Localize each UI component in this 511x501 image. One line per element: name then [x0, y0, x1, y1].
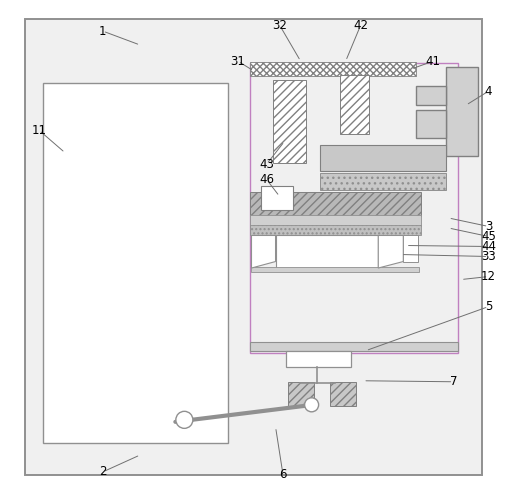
Circle shape — [305, 398, 319, 412]
Text: 46: 46 — [259, 173, 274, 186]
Text: 11: 11 — [32, 124, 47, 137]
Text: 44: 44 — [481, 240, 496, 253]
Bar — [250, 192, 421, 216]
Bar — [251, 235, 267, 262]
Text: 12: 12 — [481, 270, 496, 283]
Bar — [340, 75, 369, 134]
Text: 33: 33 — [481, 250, 496, 263]
Bar — [319, 173, 446, 190]
Bar — [319, 145, 446, 171]
Bar — [250, 63, 458, 353]
Text: 42: 42 — [353, 19, 368, 32]
Bar — [250, 225, 421, 235]
Text: 3: 3 — [485, 220, 492, 233]
Bar — [251, 267, 420, 272]
Text: 32: 32 — [272, 19, 287, 32]
Text: 5: 5 — [485, 300, 492, 313]
Bar — [250, 215, 421, 226]
Text: 1: 1 — [99, 25, 106, 38]
Bar — [286, 351, 351, 367]
Bar — [403, 235, 419, 262]
Text: 31: 31 — [230, 55, 245, 68]
Circle shape — [176, 411, 193, 428]
Bar — [261, 186, 293, 210]
Text: 2: 2 — [99, 465, 106, 478]
Bar — [42, 83, 228, 443]
Bar — [250, 62, 416, 76]
Bar — [250, 342, 458, 351]
Text: 45: 45 — [481, 230, 496, 243]
Polygon shape — [378, 235, 403, 268]
Bar — [416, 86, 446, 105]
Text: 6: 6 — [280, 468, 287, 481]
Text: 7: 7 — [450, 375, 457, 388]
Text: 4: 4 — [485, 85, 492, 98]
Text: 41: 41 — [426, 55, 441, 68]
Text: 43: 43 — [259, 158, 274, 171]
Bar — [275, 235, 378, 268]
Bar — [446, 67, 478, 156]
Bar — [273, 80, 306, 163]
Bar — [416, 110, 446, 138]
Bar — [330, 382, 356, 406]
Bar — [288, 382, 314, 406]
Polygon shape — [251, 235, 275, 268]
